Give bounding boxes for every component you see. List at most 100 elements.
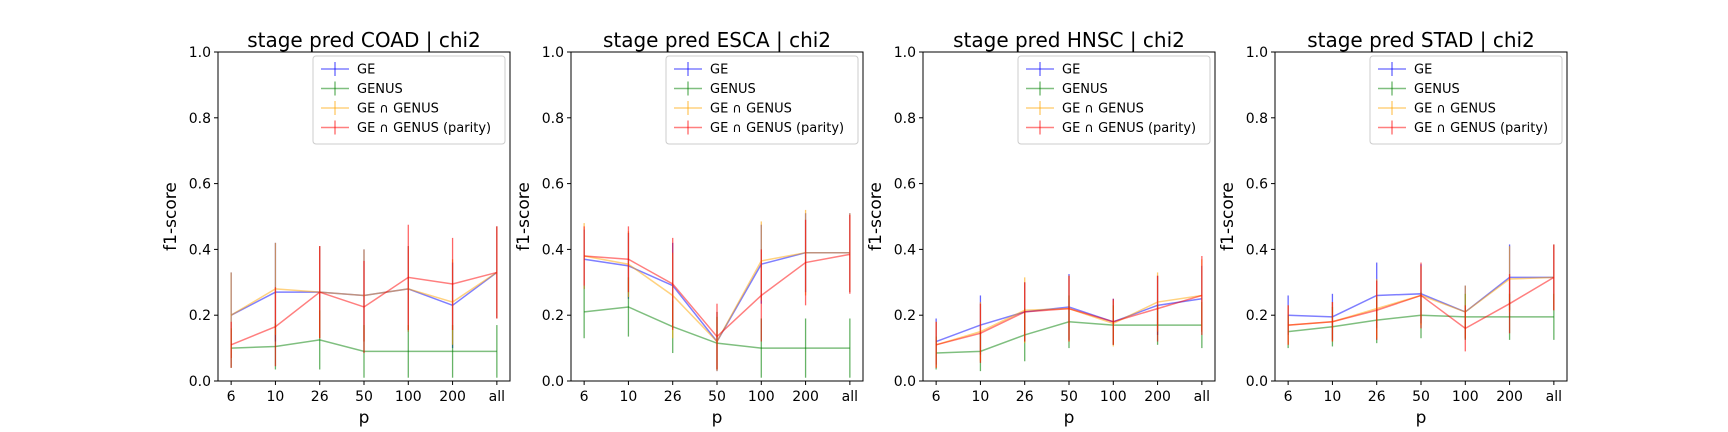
y-tick-label: 0.8	[542, 111, 564, 127]
plot-frame	[570, 51, 864, 382]
legend: GE GENUS GE ∩ GENUS GE ∩ GENUS (parity)	[312, 55, 506, 145]
y-axis-label: f1-score	[161, 182, 181, 251]
x-tick-label: 200	[1496, 389, 1523, 405]
legend: GE GENUS GE ∩ GENUS GE ∩ GENUS (parity)	[1369, 55, 1563, 145]
x-tick-label: 6	[1284, 389, 1293, 405]
legend-label: GENUS	[1062, 82, 1108, 97]
x-tick-label: 10	[620, 389, 638, 405]
x-axis-label: p	[1416, 408, 1427, 428]
legend-box	[1369, 55, 1563, 145]
y-tick-label: 0.0	[894, 374, 916, 390]
legend-label: GE	[1414, 63, 1432, 78]
x-tick-label: 26	[664, 389, 682, 405]
y-tick-label: 0.8	[894, 111, 916, 127]
x-tick-label: 6	[580, 389, 589, 405]
x-tick-label: all	[489, 389, 505, 405]
legend-label: GE ∩ GENUS	[1062, 102, 1144, 117]
y-tick-label: 0.4	[189, 242, 211, 258]
x-tick-label: 50	[1412, 389, 1430, 405]
y-tick-label: 0.0	[1246, 374, 1268, 390]
legend-box	[665, 55, 859, 145]
y-tick-label: 0.6	[1246, 177, 1268, 193]
chart-title: stage pred STAD | chi2	[1307, 28, 1535, 52]
x-tick-label: 26	[311, 389, 329, 405]
y-tick-label: 0.2	[189, 308, 211, 324]
legend-label: GENUS	[1414, 82, 1460, 97]
x-tick-label: 50	[355, 389, 373, 405]
x-tick-label: 100	[1100, 389, 1127, 405]
x-tick-label: all	[842, 389, 858, 405]
y-tick-label: 0.0	[542, 374, 564, 390]
legend-label: GE ∩ GENUS (parity)	[710, 121, 844, 136]
y-tick-label: 0.8	[1246, 111, 1268, 127]
chart-title: stage pred HNSC | chi2	[953, 28, 1185, 52]
y-tick-label: 0.0	[189, 374, 211, 390]
y-tick-label: 0.2	[542, 308, 564, 324]
legend-label: GE ∩ GENUS (parity)	[357, 121, 491, 136]
legend-box	[312, 55, 506, 145]
y-tick-label: 0.6	[542, 177, 564, 193]
legend-label: GE ∩ GENUS	[357, 102, 439, 117]
x-tick-label: 100	[1452, 389, 1479, 405]
legend: GE GENUS GE ∩ GENUS GE ∩ GENUS (parity)	[1017, 55, 1211, 145]
x-tick-label: 200	[1144, 389, 1171, 405]
plot-frame	[217, 51, 511, 382]
legend-box	[1017, 55, 1211, 145]
plot-frame	[922, 51, 1216, 382]
series-ge-genus-parity-	[935, 255, 1203, 368]
legend-label: GE ∩ GENUS	[710, 102, 792, 117]
y-tick-label: 0.4	[1246, 242, 1268, 258]
y-tick-label: 1.0	[894, 45, 916, 61]
y-tick-label: 1.0	[1246, 45, 1268, 61]
chart-panel-4: stage pred STAD | chi2 p f1-score 0.0 0.2 0.4…	[1218, 28, 1568, 428]
chart-panel-1: stage pred COAD | chi2 p f1-score 0.0 0.2 0.4…	[161, 28, 511, 428]
x-tick-label: 100	[748, 389, 775, 405]
chart-title: stage pred ESCA | chi2	[603, 28, 831, 52]
legend-label: GENUS	[710, 82, 756, 97]
chart-panel-2: stage pred ESCA | chi2 p f1-score 0.0 0.2 0.4…	[514, 28, 864, 428]
x-tick-label: 10	[1324, 389, 1342, 405]
y-tick-label: 0.2	[1246, 308, 1268, 324]
series-ge-genus-parity-	[583, 214, 851, 370]
y-tick-label: 1.0	[189, 45, 211, 61]
chart-panel-3: stage pred HNSC | chi2 p f1-score 0.0 0.2 0.4…	[866, 28, 1216, 428]
x-axis-label: p	[712, 408, 723, 428]
x-tick-label: 200	[439, 389, 466, 405]
x-tick-label: 200	[792, 389, 819, 405]
x-tick-label: 6	[227, 389, 236, 405]
series-line	[584, 253, 850, 338]
y-tick-label: 0.8	[189, 111, 211, 127]
x-axis-label: p	[359, 408, 370, 428]
x-tick-label: 10	[972, 389, 990, 405]
x-tick-label: 50	[1060, 389, 1078, 405]
legend-label: GE	[1062, 63, 1080, 78]
series-ge-genus-parity-	[1287, 244, 1555, 352]
x-tick-label: 100	[395, 389, 422, 405]
legend-label: GE ∩ GENUS (parity)	[1062, 121, 1196, 136]
chart-title: stage pred COAD | chi2	[247, 28, 481, 52]
x-axis-label: p	[1064, 408, 1075, 428]
series-line	[230, 271, 498, 346]
x-tick-label: 10	[267, 389, 285, 405]
series-ge-genus-parity-	[230, 224, 498, 368]
x-tick-label: 50	[708, 389, 726, 405]
y-axis-label: f1-score	[514, 182, 534, 251]
legend-label: GENUS	[357, 82, 403, 97]
y-tick-label: 0.2	[894, 308, 916, 324]
x-tick-label: 6	[932, 389, 941, 405]
y-tick-label: 0.4	[894, 242, 916, 258]
y-axis-label: f1-score	[1218, 182, 1238, 251]
y-tick-label: 1.0	[542, 45, 564, 61]
y-tick-label: 0.4	[542, 242, 564, 258]
legend-label: GE	[710, 63, 728, 78]
y-tick-label: 0.6	[189, 177, 211, 193]
x-tick-label: all	[1194, 389, 1210, 405]
series-line	[1288, 276, 1555, 330]
series-line	[935, 294, 1203, 346]
legend-label: GE	[357, 63, 375, 78]
x-tick-label: 26	[1016, 389, 1034, 405]
x-tick-label: 26	[1368, 389, 1386, 405]
y-axis-label: f1-score	[866, 182, 886, 251]
y-tick-label: 0.6	[894, 177, 916, 193]
